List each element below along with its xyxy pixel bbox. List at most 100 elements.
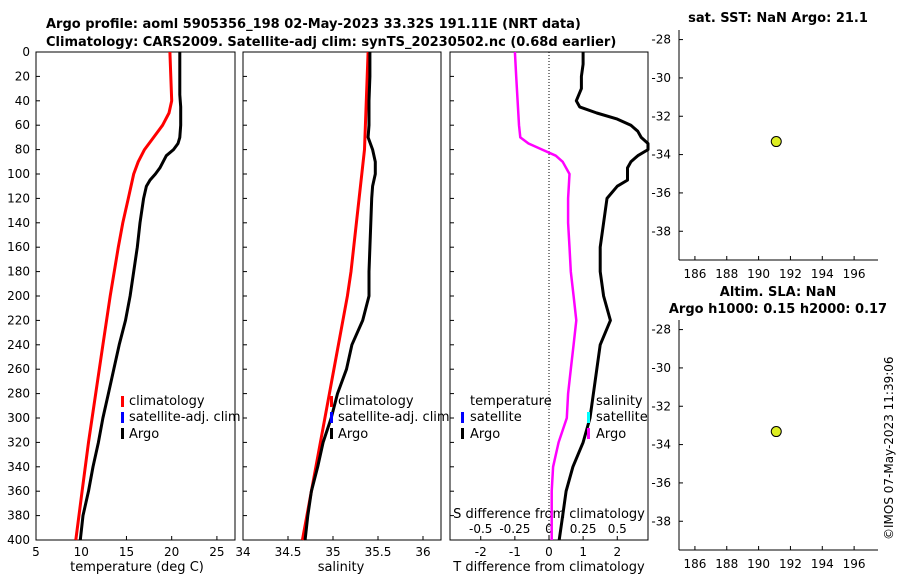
sla-map-lat-tick-label: -30 [651, 361, 671, 375]
depth-tick-label: 140 [7, 216, 30, 230]
legend-satellite-label: satellite-adj. clim [129, 410, 241, 425]
salinity-xlabel: salinity [318, 560, 365, 575]
sla-map-title-line2: Argo h1000: 0.15 h2000: 0.17 [669, 302, 887, 317]
difference-series-s-diff-argo [513, 51, 578, 540]
sst-map-lat-tick-label: -32 [651, 109, 671, 123]
sla-map-panel: 186 188 190 192 194 196 -28 -30 -32 -34 -36 -38 [651, 320, 878, 571]
legend-s-argo-label: Argo [596, 427, 626, 442]
legend-salinity-title: salinity [596, 394, 643, 409]
sst-map-lon-tick-label: 188 [715, 267, 738, 281]
sla-map-title-line1: Altim. SLA: NaN [720, 285, 836, 300]
salinity-xtick-label: 34.5 [275, 545, 302, 559]
depth-tick-label: 380 [7, 509, 30, 523]
sla-map-lat-tick-label: -32 [651, 399, 671, 413]
difference-xtick-label: 2 [613, 545, 621, 559]
legend-argo-label: Argo [129, 427, 159, 442]
sst-map-panel: 186 188 190 192 194 196 -28 -30 -32 -34 -36 -38 [651, 30, 878, 281]
depth-tick-label: 240 [7, 338, 30, 352]
depth-tick-label: 340 [7, 460, 30, 474]
difference-xtick-label: 1 [579, 545, 587, 559]
sst-map-title: sat. SST: NaN Argo: 21.1 [688, 11, 868, 26]
sla-map-lat-tick-label: -28 [651, 323, 671, 337]
sla-map-lat-tick-label: -34 [651, 438, 671, 452]
temperature-xtick-label: 20 [164, 545, 179, 559]
salinity-axes-box [242, 51, 442, 541]
legend-t-argo-label: Argo [470, 427, 500, 442]
salinity-xtick-label: 34 [235, 545, 250, 559]
sdiff-tick-label: 0 [545, 522, 553, 536]
figure-title-line2: Climatology: CARS2009. Satellite-adj cli… [46, 35, 616, 50]
legend-climatology-label: climatology [129, 394, 205, 409]
legend-climatology-swatch [121, 396, 124, 407]
sla-map-lon-tick-label: 196 [843, 557, 866, 571]
figure-title-line1: Argo profile: aoml 5905356_198 02-May-20… [46, 17, 581, 32]
sst-map-argo-location-marker [770, 136, 782, 148]
depth-tick-label: 40 [15, 94, 30, 108]
salinity-xtick-label: 36 [415, 545, 430, 559]
salinity-series-climatology [300, 51, 370, 541]
sla-map-lon-tick-label: 188 [715, 557, 738, 571]
difference-xlabel: T difference from climatology [452, 560, 645, 575]
legend-argo-swatch [330, 428, 333, 439]
imos-watermark: ©IMOS 07-May-2023 11:39:06 [882, 356, 896, 540]
salinity-xtick-label: 35 [325, 545, 340, 559]
legend-s-argo-swatch [587, 428, 590, 439]
sla-map-lon-tick-label: 190 [747, 557, 770, 571]
sla-map-lon-tick-label: 194 [811, 557, 834, 571]
depth-tick-label: 320 [7, 435, 30, 449]
difference-xtick-label: 0 [545, 545, 553, 559]
depth-tick-label: 20 [15, 69, 30, 83]
salinity-legend: climatology satellite-adj. clim Argo [330, 394, 450, 442]
salinity-series-argo [303, 52, 377, 541]
legend-t-satellite-label: satellite [470, 410, 522, 425]
legend-climatology-swatch [330, 396, 333, 407]
sst-map-lat-tick-label: -30 [651, 71, 671, 85]
depth-tick-label: 360 [7, 484, 30, 498]
depth-tick-label: 200 [7, 289, 30, 303]
sdiff-tick-label: 0.25 [570, 522, 597, 536]
difference-legend: temperature satellite Argo salinity sate… [461, 394, 648, 442]
legend-temperature-title: temperature [470, 394, 552, 409]
sdiff-tick-label: -0.25 [499, 522, 530, 536]
sla-map-lat-tick-label: -38 [651, 514, 671, 528]
depth-tick-label: 120 [7, 191, 30, 205]
sst-map-lon-tick-label: 192 [779, 267, 802, 281]
sla-map-lat-tick-label: -36 [651, 476, 671, 490]
temperature-xtick-label: 15 [119, 545, 134, 559]
legend-satellite-swatch [330, 412, 333, 423]
sst-map-lat-tick-label: -28 [651, 33, 671, 47]
legend-satellite-swatch [121, 412, 124, 423]
sst-map-lon-tick-label: 190 [747, 267, 770, 281]
legend-t-argo-swatch [461, 428, 464, 439]
difference-xtick-label: -2 [475, 545, 487, 559]
sst-map-lat-tick-label: -38 [651, 224, 671, 238]
temperature-legend: climatology satellite-adj. clim Argo [121, 394, 241, 442]
legend-satellite-label: satellite-adj. clim [338, 410, 450, 425]
legend-climatology-label: climatology [338, 394, 414, 409]
depth-tick-label: 100 [7, 167, 30, 181]
depth-tick-label: 160 [7, 240, 30, 254]
depth-tick-label: 0 [22, 45, 30, 59]
sla-map-lon-tick-label: 186 [683, 557, 706, 571]
depth-tick-label: 80 [15, 143, 30, 157]
sst-map-lat-tick-label: -36 [651, 186, 671, 200]
depth-tick-label: 300 [7, 411, 30, 425]
sla-map-lon-tick-label: 192 [779, 557, 802, 571]
legend-s-satellite-label: satellite [596, 410, 648, 425]
temperature-xtick-label: 25 [209, 545, 224, 559]
sst-map-lon-tick-label: 196 [843, 267, 866, 281]
legend-argo-swatch [121, 428, 124, 439]
temperature-axes-box [35, 51, 236, 541]
depth-tick-label: 180 [7, 265, 30, 279]
legend-t-satellite-swatch [461, 412, 464, 423]
depth-tick-label: 280 [7, 387, 30, 401]
salinity-xtick-label: 35.5 [365, 545, 392, 559]
difference-series-t-diff-argo [557, 52, 650, 541]
sdiff-tick-label: 0.5 [608, 522, 627, 536]
temperature-xtick-label: 10 [74, 545, 89, 559]
salinity-panel: 34 34.5 35 35.5 36 [235, 51, 442, 559]
difference-panel: -2 -1 0 1 2 -0.5 -0.25 0 0.25 0.5 [449, 51, 650, 559]
temperature-xlabel: temperature (deg C) [70, 560, 204, 575]
temperature-series-argo [78, 52, 183, 541]
